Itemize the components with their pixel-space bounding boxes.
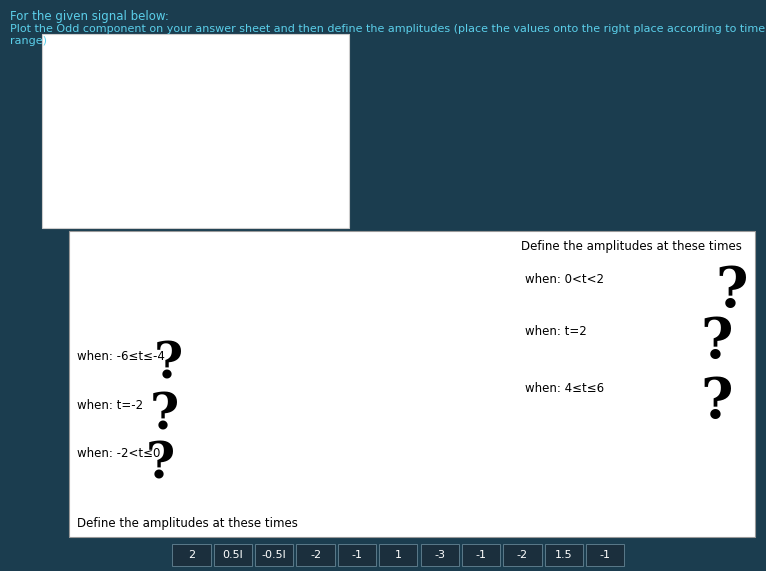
Text: 2: 2 — [225, 134, 232, 144]
Text: 4: 4 — [155, 80, 162, 90]
Text: -1: -1 — [600, 550, 611, 560]
Text: Define the amplitudes at these times: Define the amplitudes at these times — [521, 240, 741, 253]
Text: -6: -6 — [310, 447, 321, 457]
Text: -2: -2 — [310, 550, 321, 560]
Text: ?: ? — [700, 375, 732, 430]
Text: ?: ? — [150, 391, 179, 440]
Text: 2: 2 — [428, 447, 435, 457]
Text: 0.5l: 0.5l — [222, 550, 244, 560]
Text: when: -6≤t≤-4: when: -6≤t≤-4 — [77, 351, 165, 363]
Text: -3: -3 — [434, 550, 445, 560]
Text: when: t=-2: when: t=-2 — [77, 399, 142, 412]
Text: 4: 4 — [391, 316, 398, 325]
Text: x(t): x(t) — [100, 49, 128, 63]
Text: Define the amplitudes at these times: Define the amplitudes at these times — [77, 517, 297, 530]
Text: ?: ? — [146, 440, 175, 489]
Text: -0.5l: -0.5l — [262, 550, 286, 560]
Text: Plot the Odd component on your answer sheet and then define the amplitudes (plac: Plot the Odd component on your answer sh… — [10, 24, 765, 46]
Text: 1.5: 1.5 — [555, 550, 573, 560]
Text: when: 0<t<2: when: 0<t<2 — [525, 274, 604, 286]
Text: -2: -2 — [517, 550, 528, 560]
Text: 2: 2 — [72, 143, 79, 153]
Text: 2: 2 — [188, 550, 195, 560]
Text: ?: ? — [154, 341, 183, 390]
Text: 1: 1 — [394, 550, 402, 560]
Text: when: -2<t≤0: when: -2<t≤0 — [77, 448, 160, 460]
Text: 0: 0 — [86, 213, 93, 223]
Text: t: t — [322, 211, 326, 224]
Text: 4: 4 — [208, 215, 215, 225]
Text: 6: 6 — [486, 447, 493, 457]
Text: For the given signal below:: For the given signal below: — [10, 10, 169, 23]
Text: -2: -2 — [368, 447, 379, 457]
Text: 2: 2 — [147, 213, 154, 223]
Text: 4: 4 — [457, 447, 464, 457]
Text: x₀(t): x₀(t) — [385, 233, 420, 247]
Text: -1: -1 — [476, 550, 486, 560]
Text: 2: 2 — [391, 373, 398, 384]
Text: when: t=2: when: t=2 — [525, 325, 587, 337]
Text: ?: ? — [715, 264, 748, 319]
Text: ?: ? — [700, 315, 732, 370]
Text: -1: -1 — [352, 550, 362, 560]
Text: -4: -4 — [339, 447, 350, 457]
Text: when: 4≤t≤6: when: 4≤t≤6 — [525, 382, 604, 395]
Text: 0: 0 — [399, 447, 406, 457]
Text: t: t — [533, 449, 538, 463]
Text: 4: 4 — [72, 88, 79, 98]
Text: 6: 6 — [269, 215, 276, 225]
